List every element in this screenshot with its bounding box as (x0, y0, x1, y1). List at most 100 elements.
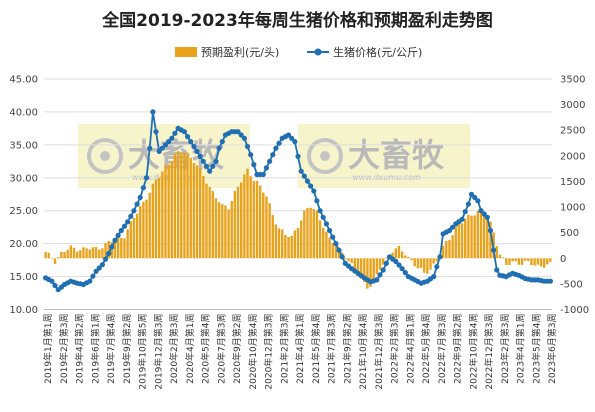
profit-bar (520, 258, 524, 265)
profit-bar (208, 186, 211, 259)
price-point (147, 145, 153, 151)
price-point (330, 234, 336, 240)
price-point (213, 158, 219, 164)
profit-bar (88, 249, 91, 259)
profit-bar (501, 257, 505, 259)
profit-bar (511, 258, 514, 262)
price-point (276, 140, 282, 146)
price-point (317, 208, 323, 214)
price-point (273, 145, 279, 151)
profit-bar (255, 181, 259, 259)
profit-bar (227, 209, 230, 259)
profit-bars (44, 151, 552, 289)
profit-bar (287, 237, 290, 259)
price-line (43, 109, 554, 293)
profit-bar (508, 258, 511, 265)
legend-bar-label: 预期盈利(元/头) (201, 46, 279, 59)
price-point (96, 265, 102, 271)
price-point (308, 183, 314, 189)
price-point (462, 209, 468, 215)
price-point (295, 153, 301, 159)
profit-bar (514, 258, 517, 262)
x-tick-label: 2021年4月第1周 (294, 314, 306, 384)
profit-bar (429, 258, 432, 270)
price-point (487, 227, 494, 234)
price-point (216, 145, 222, 151)
profit-bar (139, 206, 142, 259)
price-point (459, 216, 465, 222)
price-point (140, 185, 146, 191)
price-point (106, 250, 112, 257)
profit-bar (69, 245, 73, 259)
right-tick-label: 3500 (560, 75, 585, 86)
watermark-right-brand: 大畜牧 (348, 136, 445, 174)
left-tick-label: 15.00 (9, 272, 38, 283)
profit-bar (154, 179, 158, 259)
left-tick-label: 35.00 (9, 140, 38, 151)
profit-bar (385, 257, 388, 259)
x-tick-label: 2023年2月第3周 (499, 314, 511, 384)
price-point (207, 168, 213, 174)
profit-bar (249, 176, 252, 259)
profit-bar (211, 191, 215, 259)
right-tick-label: 1500 (560, 177, 585, 188)
profit-bar (66, 249, 69, 259)
right-tick-label: -500 (560, 279, 583, 290)
price-point (491, 247, 497, 253)
x-axis: 2019年1月第1周 2019年2月第3周 2019年4月第2周 2019年6月第1周… (42, 309, 558, 390)
profit-bar (189, 157, 192, 259)
right-tick-label: -1000 (560, 305, 589, 316)
profit-bar (315, 210, 319, 259)
price-point (49, 278, 55, 284)
right-tick-label: 500 (560, 228, 579, 239)
x-tick-label: 2022年10月第4周 (467, 314, 479, 390)
profit-bar (527, 258, 530, 262)
price-point (191, 143, 197, 150)
profit-bar (110, 241, 114, 259)
profit-bar (157, 177, 161, 259)
profit-bar (198, 167, 202, 259)
x-tick-label: 2020年2月第3周 (168, 314, 180, 384)
profit-bar (404, 255, 407, 259)
price-point (166, 139, 172, 145)
profit-bar (356, 258, 360, 277)
profit-bar (82, 247, 85, 259)
profit-bar (407, 256, 410, 259)
profit-bar (101, 248, 104, 259)
price-point (314, 198, 320, 204)
profit-bar (533, 258, 536, 266)
x-tick-label: 2020年4月第1周 (184, 314, 196, 384)
profit-bar (334, 246, 338, 259)
watermark-right-logo-dot (320, 151, 330, 161)
profit-bar (173, 153, 177, 259)
profit-bar (217, 202, 221, 259)
price-point (219, 139, 225, 145)
left-tick-label: 45.00 (9, 75, 38, 86)
left-tick-label: 30.00 (9, 173, 38, 184)
legend-line-marker (314, 48, 322, 56)
x-tick-label: 2019年1月第1周 (42, 314, 54, 384)
profit-bar (271, 214, 274, 259)
left-tick-label: 10.00 (9, 305, 38, 316)
price-point (311, 188, 317, 194)
profit-bar (353, 258, 356, 271)
profit-bar (536, 258, 540, 265)
profit-bar (192, 163, 196, 259)
profit-bar (454, 226, 457, 259)
price-point (169, 135, 175, 141)
profit-bar (113, 239, 117, 259)
profit-bar (451, 235, 454, 259)
price-point (93, 268, 99, 274)
price-point (377, 272, 383, 278)
legend-bar-swatch (175, 47, 197, 57)
profit-bar (378, 258, 382, 270)
right-axis: -1000 -500 0 500 1000 1500 2000 2500 3000 3500 (560, 75, 589, 317)
x-tick-label: 2023年5月第4周 (530, 314, 542, 384)
x-tick-label: 2019年2月第3周 (58, 314, 70, 384)
profit-bar (416, 258, 420, 269)
profit-bar (176, 151, 180, 259)
price-point (374, 277, 380, 283)
x-tick-label: 2020年12月第3周 (263, 314, 275, 390)
profit-bar (464, 218, 467, 259)
